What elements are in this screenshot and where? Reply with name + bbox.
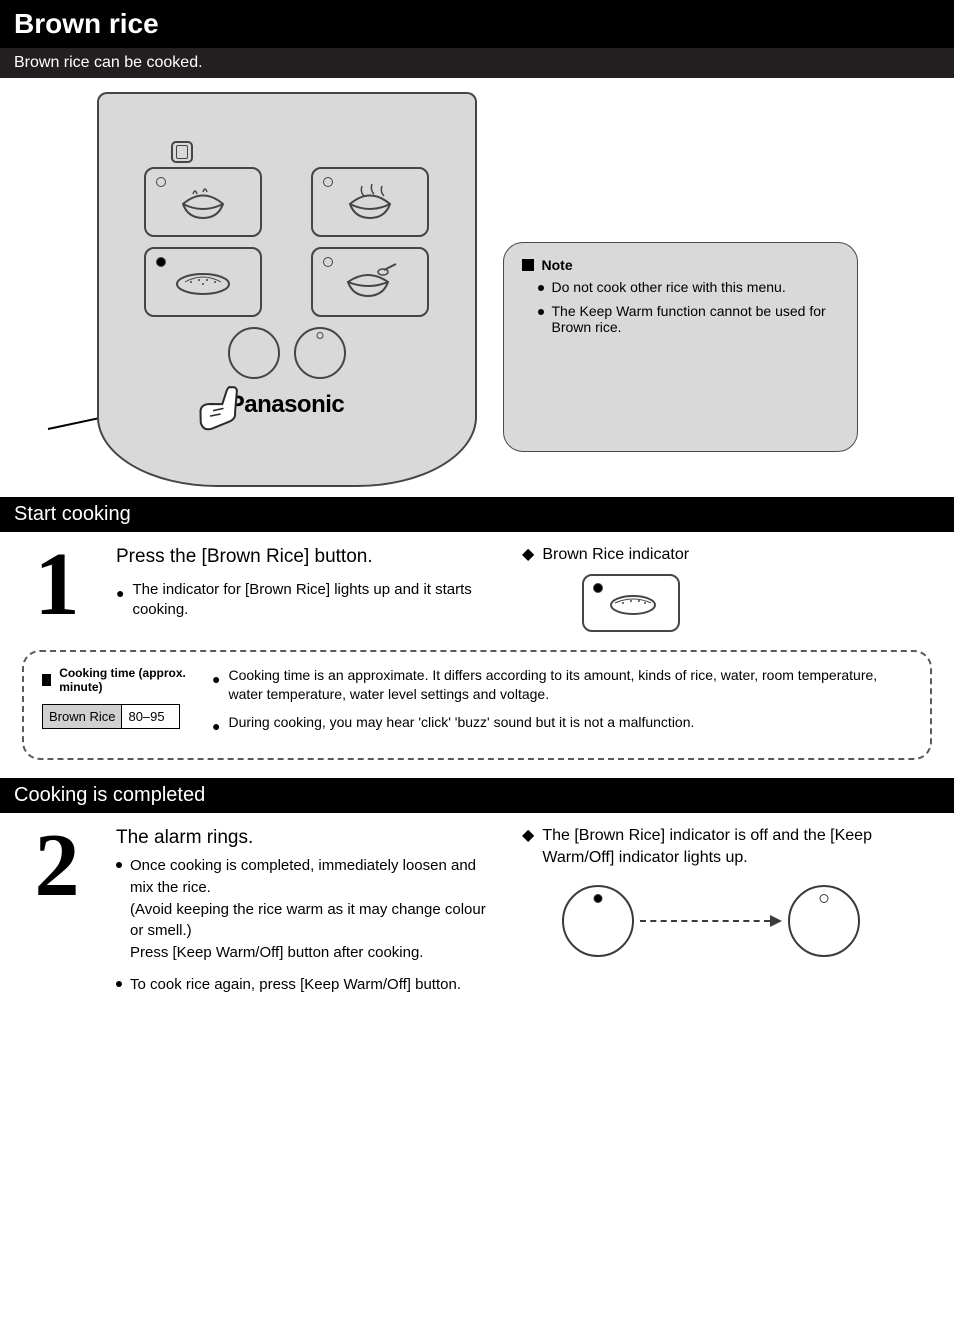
brand-label: Panasonic bbox=[127, 391, 447, 419]
table-header: Brown Rice bbox=[43, 705, 122, 728]
note-list: Do not cook other rice with this menu. T… bbox=[522, 279, 839, 335]
step-instruction: Press the [Brown Rice] button. bbox=[116, 544, 498, 570]
quick-cook-button[interactable] bbox=[311, 167, 429, 237]
bullet-text: To cook rice again, press [Keep Warm/Off… bbox=[130, 974, 461, 996]
brown-rice-indicator bbox=[582, 574, 680, 632]
header-title: Brown rice bbox=[14, 8, 159, 39]
square-bullet-icon bbox=[42, 674, 51, 686]
note-box: Note Do not cook other rice with this me… bbox=[503, 242, 858, 452]
step-instruction: The alarm rings. bbox=[116, 825, 498, 851]
led-icon bbox=[323, 257, 333, 267]
bullet-text: Once cooking is completed, immediately l… bbox=[130, 855, 498, 964]
step-right: ◆ The [Brown Rice] indicator is off and … bbox=[522, 825, 932, 956]
menu-icon bbox=[171, 141, 193, 163]
step-number: 2 bbox=[22, 825, 92, 906]
led-icon bbox=[316, 332, 323, 339]
step-left: The alarm rings. Once cooking is complet… bbox=[116, 825, 498, 1005]
cook-time-note: During cooking, you may hear 'click' 'bu… bbox=[228, 713, 694, 737]
white-rice-button[interactable] bbox=[144, 167, 262, 237]
note-title-text: Note bbox=[542, 257, 573, 273]
step-left: Press the [Brown Rice] button. ● The ind… bbox=[116, 544, 498, 620]
step-detail: The indicator for [Brown Rice] lights up… bbox=[132, 580, 498, 621]
press-finger-icon bbox=[192, 378, 250, 444]
led-on-icon bbox=[593, 583, 603, 593]
indicator-transition-label: The [Brown Rice] indicator is off and th… bbox=[542, 825, 932, 868]
cook-time-table: Brown Rice 80–95 bbox=[42, 704, 180, 729]
square-bullet-icon bbox=[522, 259, 534, 271]
porridge-button[interactable] bbox=[311, 247, 429, 317]
cooker-panel: Panasonic bbox=[97, 92, 477, 487]
cook-time-title-text: Cooking time (approx. minute) bbox=[59, 666, 192, 695]
led-icon bbox=[156, 177, 166, 187]
brown-rice-round bbox=[562, 885, 634, 957]
step-1: 1 Press the [Brown Rice] button. ● The i… bbox=[0, 532, 954, 632]
top-region: Panasonic Note Do not cook other rice wi… bbox=[0, 78, 954, 491]
dashed-arrow-icon bbox=[640, 915, 782, 927]
note-title: Note bbox=[522, 257, 839, 273]
cook-time-notes: ● Cooking time is an approximate. It dif… bbox=[212, 666, 912, 745]
cook-time-title: Cooking time (approx. minute) bbox=[42, 666, 192, 695]
keep-warm-off-button[interactable] bbox=[294, 327, 346, 379]
note-item: Do not cook other rice with this menu. bbox=[538, 279, 839, 295]
step2-bullets: Once cooking is completed, immediately l… bbox=[116, 855, 498, 996]
brown-rice-button[interactable] bbox=[144, 247, 262, 317]
keep-warm-round bbox=[788, 885, 860, 957]
bullet-dot-icon bbox=[116, 981, 122, 987]
diamond-bullet-icon: ◆ bbox=[522, 825, 534, 847]
page-subheader: Brown rice can be cooked. bbox=[0, 48, 954, 78]
note-item: The Keep Warm function cannot be used fo… bbox=[538, 303, 839, 335]
indicator-transition bbox=[562, 885, 932, 957]
bullet-dot-icon bbox=[116, 862, 122, 868]
round-button-row bbox=[127, 327, 447, 379]
led-on-icon bbox=[156, 257, 166, 267]
step-2: 2 The alarm rings. Once cooking is compl… bbox=[0, 813, 954, 1005]
table-cell: 80–95 bbox=[122, 705, 170, 728]
indicator-label: Brown Rice indicator bbox=[542, 544, 689, 566]
section-header-start: Start cooking bbox=[0, 497, 954, 532]
step-number: 1 bbox=[22, 544, 92, 625]
cook-time-note: Cooking time is an approximate. It diffe… bbox=[228, 666, 912, 705]
step-right: ◆ Brown Rice indicator bbox=[522, 544, 932, 632]
led-icon bbox=[820, 894, 829, 903]
page-header: Brown rice bbox=[0, 0, 954, 48]
section-header-complete: Cooking is completed bbox=[0, 778, 954, 813]
start-button[interactable] bbox=[228, 327, 280, 379]
led-on-icon bbox=[594, 894, 603, 903]
flat-rice-icon bbox=[601, 587, 661, 619]
cooking-time-box: Cooking time (approx. minute) Brown Rice… bbox=[22, 650, 932, 761]
mode-grid bbox=[127, 167, 447, 317]
led-icon bbox=[323, 177, 333, 187]
diamond-bullet-icon: ◆ bbox=[522, 544, 534, 566]
